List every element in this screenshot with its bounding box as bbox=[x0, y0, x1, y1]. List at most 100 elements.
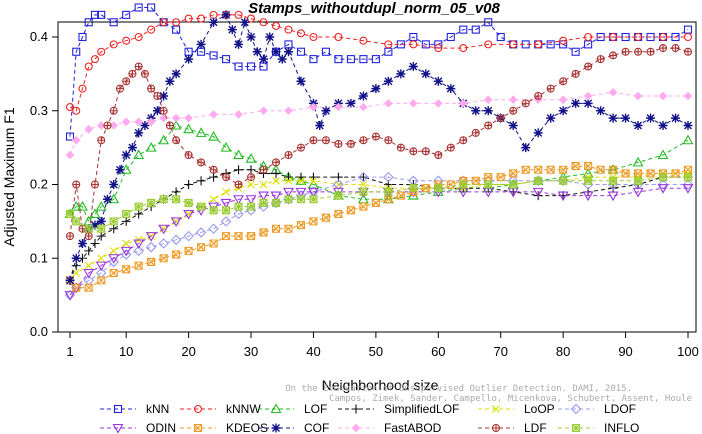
data-point bbox=[141, 70, 149, 78]
data-point bbox=[259, 228, 268, 237]
data-point bbox=[496, 32, 505, 42]
data-point bbox=[233, 208, 244, 220]
series-line bbox=[69, 7, 689, 137]
data-point bbox=[296, 143, 306, 152]
watermark-line-1: Campos, Zimek, Sander, Campello, Micenko… bbox=[329, 394, 692, 404]
data-point bbox=[122, 36, 131, 45]
data-point bbox=[72, 217, 81, 226]
data-point bbox=[383, 76, 393, 86]
x-tick-label: 100 bbox=[677, 344, 699, 359]
data-point bbox=[683, 47, 693, 56]
data-point bbox=[284, 176, 293, 185]
data-point bbox=[102, 194, 112, 204]
data-point bbox=[72, 106, 81, 115]
data-point bbox=[384, 136, 393, 145]
legend-label: INFLO bbox=[604, 421, 639, 434]
data-point bbox=[658, 44, 668, 53]
data-point bbox=[95, 201, 107, 211]
series-ldf bbox=[65, 44, 693, 241]
data-point bbox=[97, 10, 106, 19]
data-point bbox=[582, 191, 594, 202]
data-point bbox=[272, 176, 280, 185]
data-point bbox=[609, 165, 618, 174]
data-point bbox=[509, 106, 518, 115]
data-point bbox=[159, 106, 168, 115]
data-point bbox=[446, 143, 455, 152]
legend-label: LDF bbox=[524, 421, 547, 434]
data-point bbox=[583, 98, 593, 108]
data-point bbox=[571, 47, 580, 56]
data-point bbox=[422, 147, 430, 155]
data-point bbox=[259, 198, 268, 207]
data-point bbox=[96, 121, 106, 130]
data-point bbox=[109, 224, 119, 234]
data-point bbox=[197, 243, 206, 252]
data-point bbox=[284, 224, 293, 233]
data-point bbox=[396, 191, 405, 200]
data-point bbox=[346, 55, 355, 64]
data-point bbox=[408, 62, 418, 71]
data-point bbox=[147, 257, 156, 266]
data-point bbox=[509, 180, 518, 189]
data-point bbox=[296, 47, 306, 56]
data-point bbox=[484, 180, 493, 189]
data-point bbox=[371, 55, 380, 64]
data-point bbox=[271, 168, 281, 178]
data-point bbox=[508, 95, 518, 104]
data-point bbox=[246, 62, 256, 71]
x-tick-label: 1 bbox=[66, 344, 73, 359]
data-point bbox=[334, 139, 343, 148]
data-point bbox=[84, 261, 93, 270]
data-point bbox=[252, 47, 262, 57]
data-point bbox=[570, 403, 582, 415]
data-point bbox=[103, 122, 111, 129]
data-point bbox=[128, 69, 137, 78]
data-point bbox=[284, 195, 293, 204]
data-point bbox=[165, 121, 174, 130]
data-point bbox=[84, 224, 93, 233]
data-point bbox=[434, 151, 442, 159]
legend-item-inflo: INFLO bbox=[558, 421, 639, 434]
data-point bbox=[372, 133, 380, 141]
data-point bbox=[97, 47, 106, 56]
data-point bbox=[184, 14, 193, 23]
data-point bbox=[222, 232, 231, 241]
data-point bbox=[147, 25, 156, 34]
data-point bbox=[559, 176, 568, 185]
x-axis: 1 10 20 30 40 50 60 70 80 90 100 bbox=[66, 332, 699, 359]
data-point bbox=[89, 208, 101, 219]
data-point bbox=[265, 32, 275, 42]
data-point bbox=[208, 223, 219, 235]
data-point bbox=[183, 123, 195, 134]
data-point bbox=[72, 269, 81, 277]
data-point bbox=[227, 25, 237, 35]
data-point bbox=[622, 48, 630, 56]
data-point bbox=[397, 144, 405, 152]
data-point bbox=[116, 85, 124, 93]
data-point bbox=[572, 70, 580, 78]
data-point bbox=[546, 113, 556, 123]
data-point bbox=[134, 3, 143, 12]
data-point bbox=[222, 173, 230, 181]
data-point bbox=[657, 149, 669, 160]
legend-item-kdeos: KDEOS bbox=[180, 421, 268, 434]
data-point bbox=[259, 54, 269, 64]
data-point bbox=[146, 117, 156, 127]
series-line bbox=[69, 176, 688, 230]
data-point bbox=[122, 209, 131, 219]
data-point bbox=[72, 180, 81, 189]
data-point bbox=[135, 63, 143, 70]
data-point bbox=[246, 165, 256, 175]
data-point bbox=[171, 187, 181, 197]
data-point bbox=[434, 44, 443, 53]
data-point bbox=[609, 51, 618, 60]
data-point bbox=[471, 25, 480, 34]
data-point bbox=[259, 18, 268, 27]
data-point bbox=[133, 245, 144, 257]
data-point bbox=[521, 143, 531, 153]
data-point bbox=[284, 150, 293, 160]
data-point bbox=[95, 261, 107, 272]
data-point bbox=[584, 162, 593, 171]
data-point bbox=[309, 32, 318, 42]
